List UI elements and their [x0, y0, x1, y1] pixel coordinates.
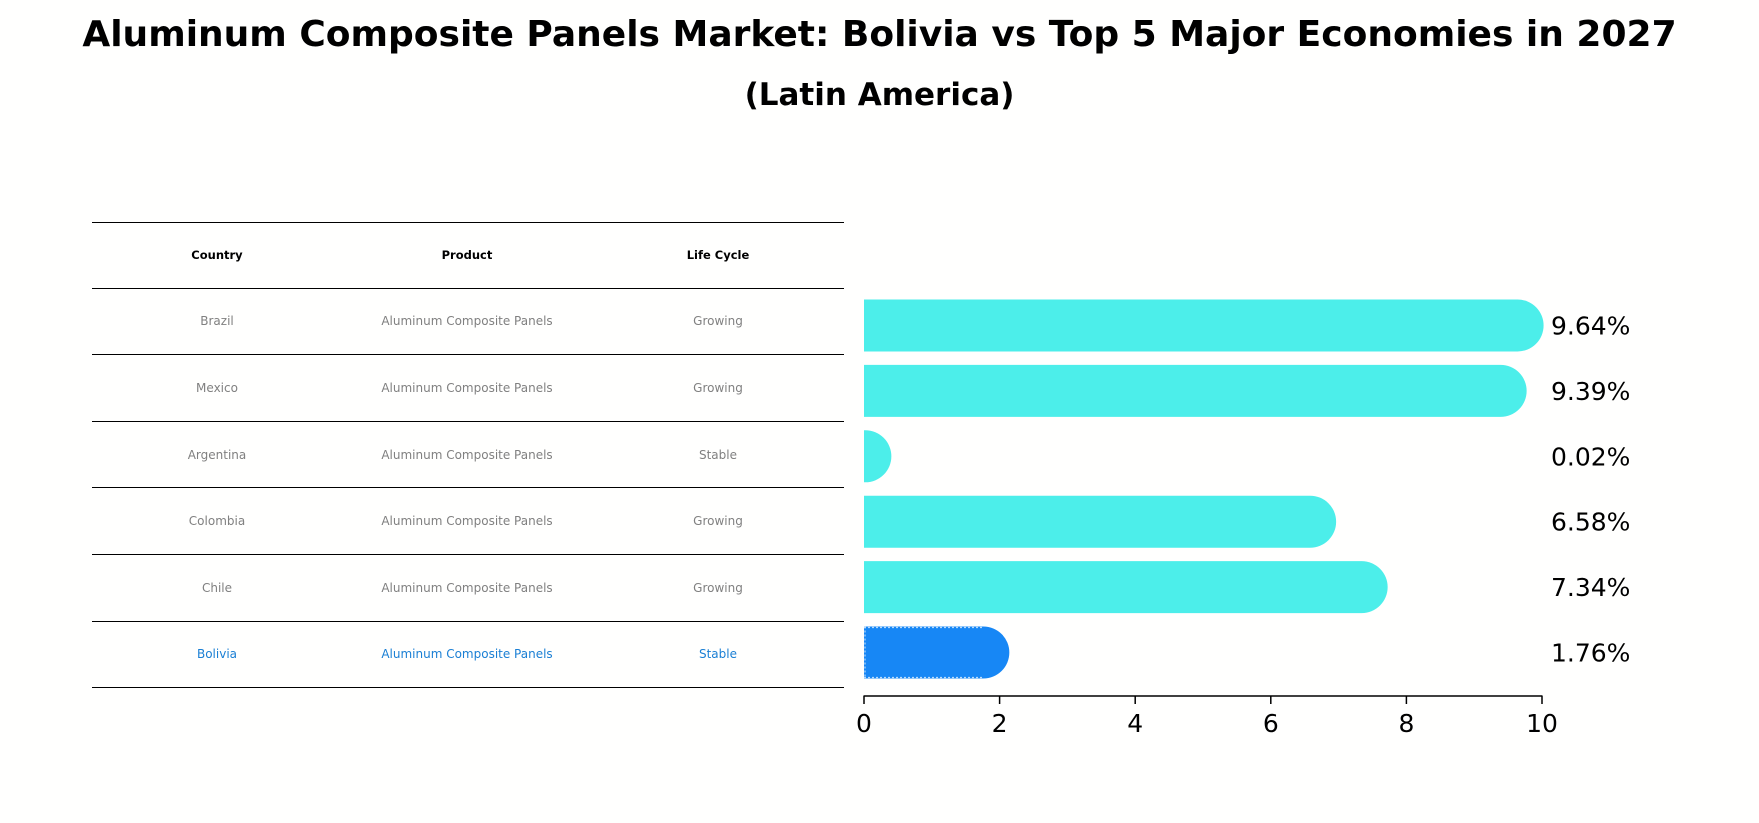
bar-highlight-outline: [864, 626, 984, 679]
cell-life-cycle: Growing: [693, 380, 743, 395]
table-row: Argentina Aluminum Composite Panels Stab…: [92, 422, 844, 489]
bar-argentina: [864, 430, 892, 483]
bar-chile: [864, 561, 1388, 614]
data-label: 7.34%: [1551, 573, 1630, 602]
cell-product: Aluminum Composite Panels: [381, 514, 553, 529]
cell-product: Aluminum Composite Panels: [381, 580, 553, 595]
table-row: Brazil Aluminum Composite Panels Growing: [92, 289, 844, 356]
bar-mexico: [864, 364, 1527, 417]
cell-country: Colombia: [188, 514, 246, 529]
cell-life-cycle: Growing: [693, 580, 743, 595]
x-tick-label: 2: [992, 709, 1008, 738]
chart-subtitle: (Latin America): [744, 77, 1015, 113]
data-label: 9.64%: [1551, 312, 1630, 341]
data-label: 6.58%: [1551, 508, 1630, 537]
data-table: Country Product Life Cycle Brazil Alumin…: [92, 222, 844, 689]
cell-product: Aluminum Composite Panels: [381, 647, 553, 662]
table-header-row: Country Product Life Cycle: [92, 222, 844, 289]
table-row: Chile Aluminum Composite Panels Growing: [92, 555, 844, 622]
cell-life-cycle: Growing: [693, 514, 743, 529]
header-country: Country: [191, 248, 243, 263]
cell-life-cycle: Stable: [698, 447, 737, 462]
bar-colombia: [864, 495, 1337, 548]
table-row: Colombia Aluminum Composite Panels Growi…: [92, 488, 844, 555]
cell-country: Brazil: [200, 314, 234, 329]
x-tick-label: 6: [1263, 709, 1279, 738]
cell-product: Aluminum Composite Panels: [381, 380, 553, 395]
cell-country: Argentina: [187, 447, 247, 462]
cell-life-cycle: Stable: [698, 647, 737, 662]
chart-title: Aluminum Composite Panels Market: Bolivi…: [82, 14, 1677, 55]
header-product: Product: [441, 248, 493, 263]
cell-life-cycle: Growing: [693, 314, 743, 329]
x-tick-label: 4: [1127, 709, 1143, 738]
x-tick-label: 8: [1398, 709, 1414, 738]
data-label: 9.39%: [1551, 377, 1630, 406]
table-row: Mexico Aluminum Composite Panels Growing: [92, 355, 844, 422]
x-tick-label: 0: [856, 709, 872, 738]
bar-bolivia: [864, 626, 1010, 679]
cell-product: Aluminum Composite Panels: [381, 314, 553, 329]
cell-country: Chile: [201, 580, 233, 595]
x-tick-label: 10: [1526, 709, 1558, 738]
header-life-cycle: Life Cycle: [686, 248, 750, 263]
table-row-highlight: Bolivia Aluminum Composite Panels Stable: [92, 622, 844, 689]
cell-country: Bolivia: [196, 647, 238, 662]
data-label: 1.76%: [1551, 639, 1630, 668]
cell-product: Aluminum Composite Panels: [381, 447, 553, 462]
cell-country: Mexico: [196, 380, 238, 395]
bar-brazil: [864, 299, 1544, 352]
data-label: 0.02%: [1551, 442, 1630, 471]
